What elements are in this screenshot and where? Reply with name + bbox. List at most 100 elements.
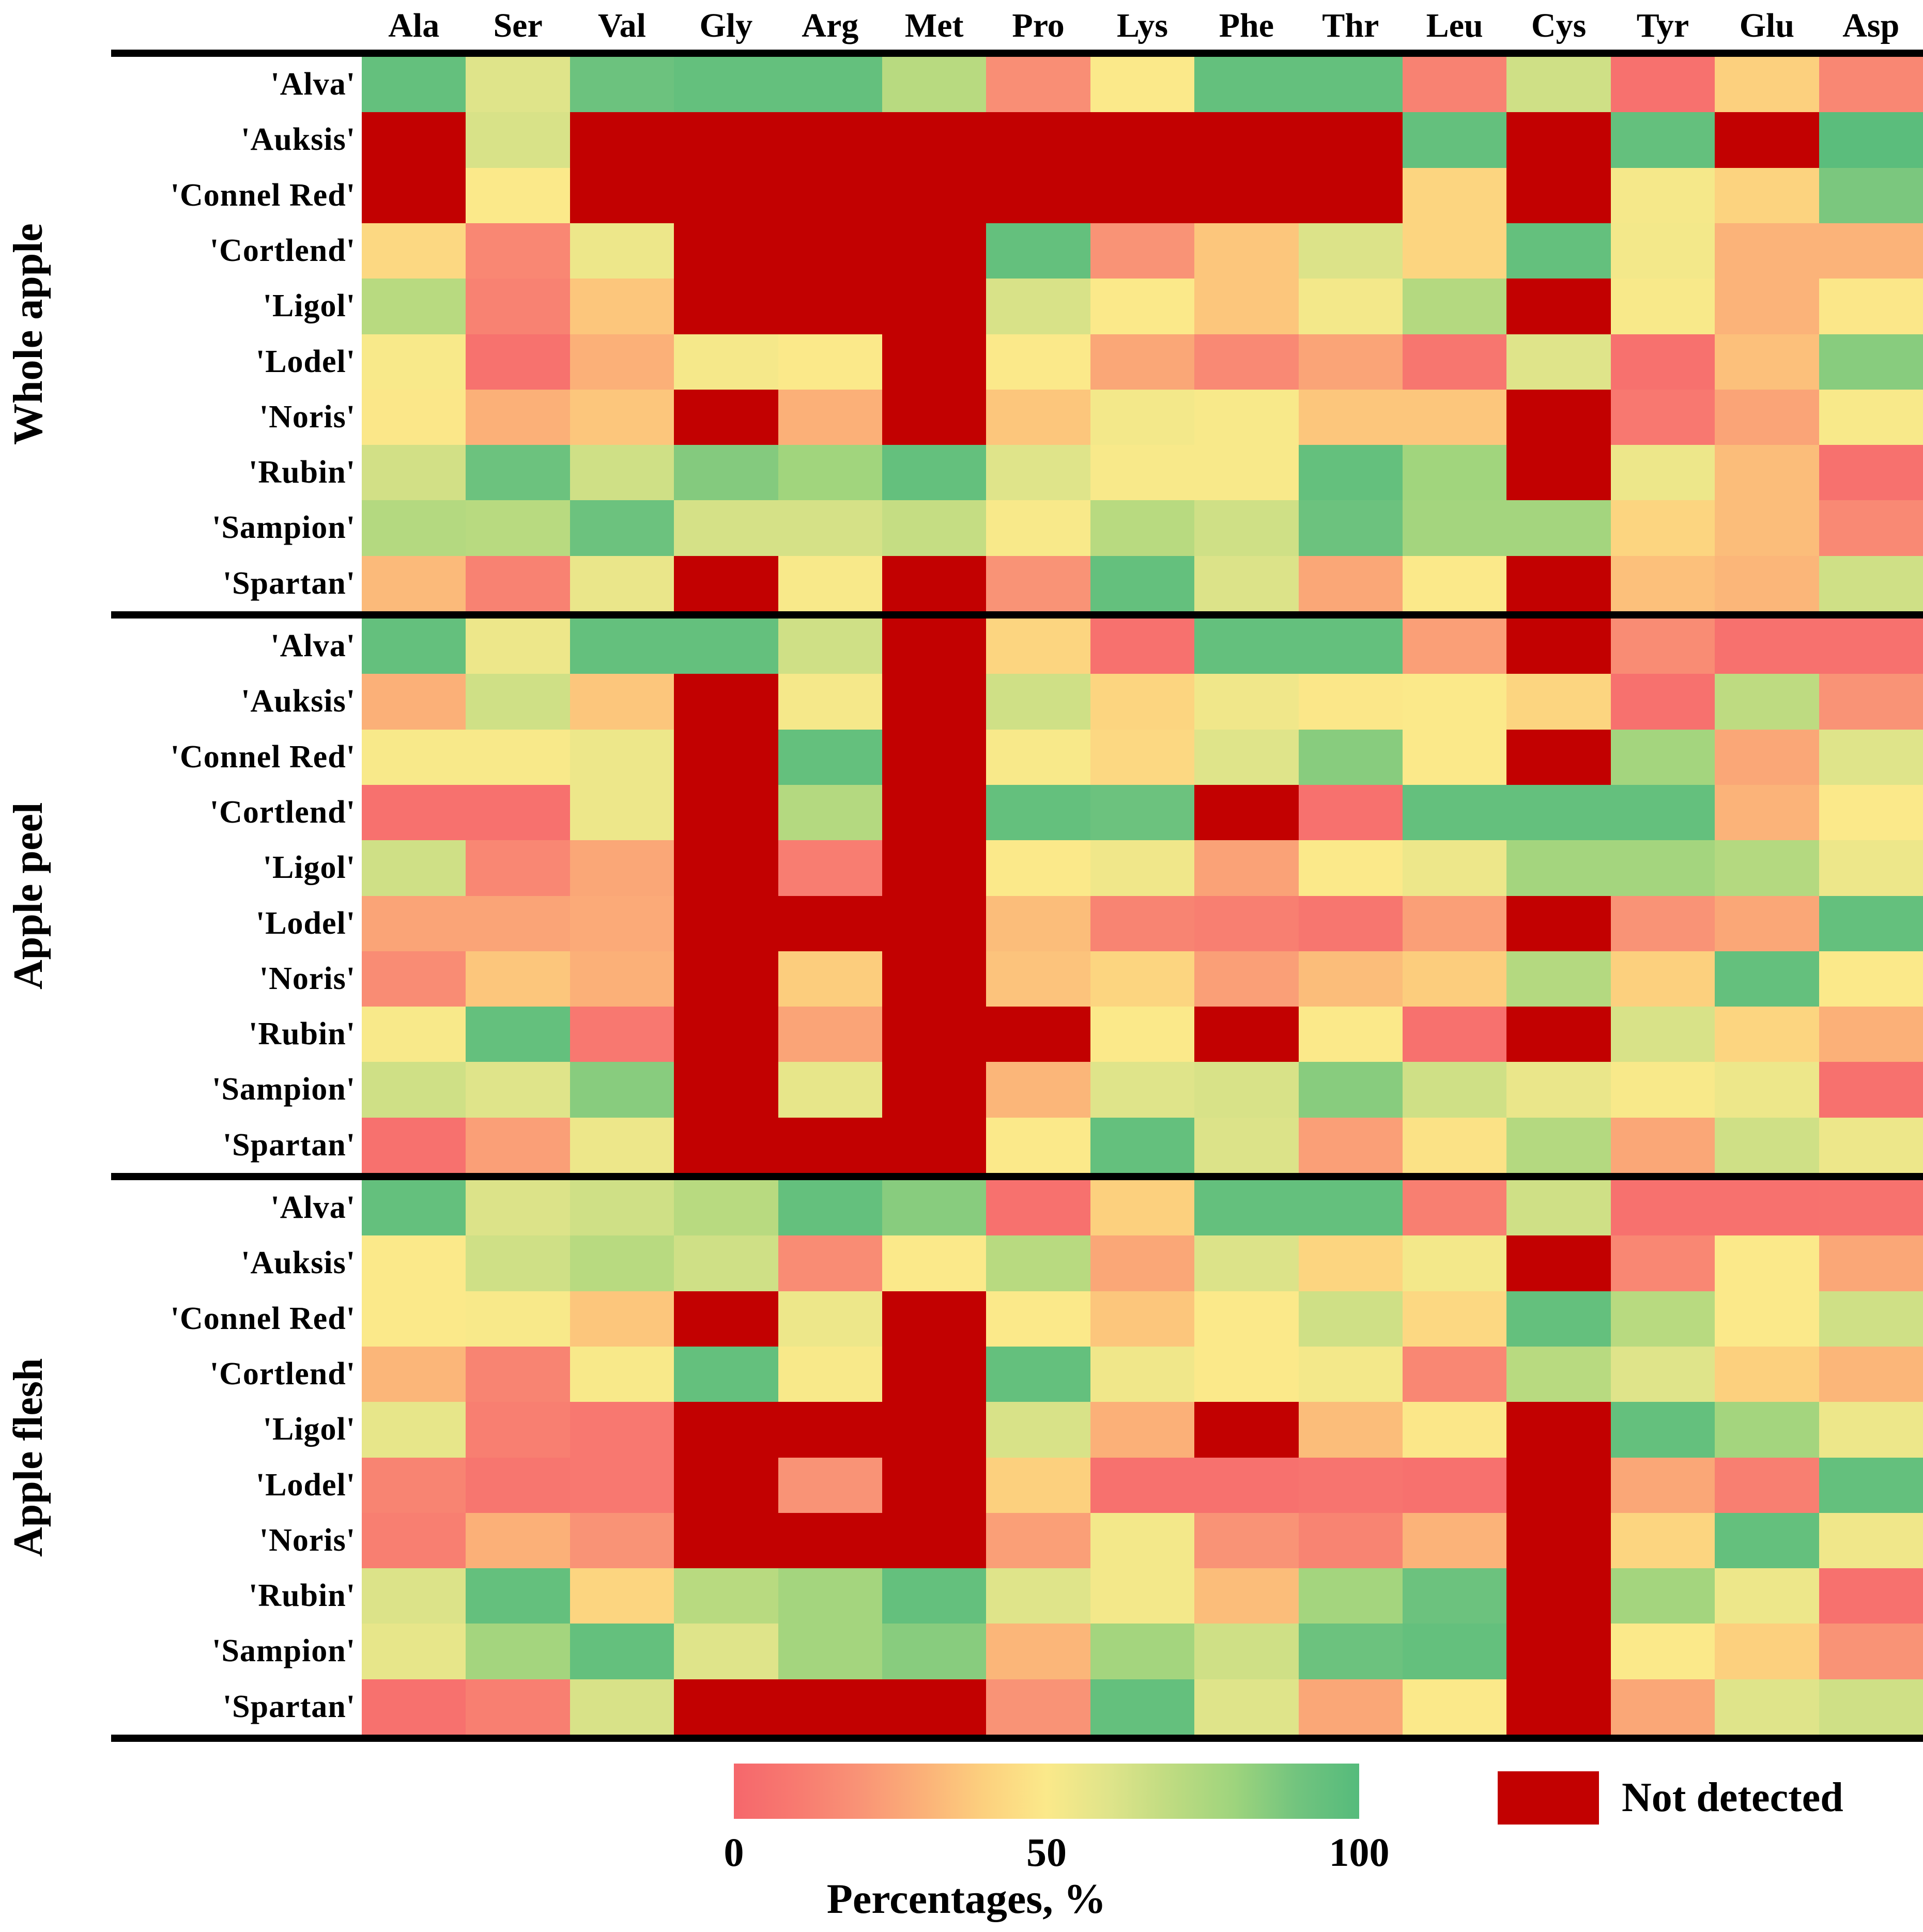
- heatmap-cell: [1090, 445, 1195, 501]
- heatmap-cell: [882, 57, 987, 113]
- heatmap-cell: [1403, 840, 1507, 896]
- row-label: 'Spartan': [222, 1127, 356, 1163]
- heatmap-cell: [1715, 619, 1820, 674]
- heatmap-cell: [778, 334, 883, 390]
- heatmap-cell: [778, 223, 883, 279]
- heatmap-cell: [1403, 1457, 1507, 1513]
- heatmap-cell: [1819, 1235, 1923, 1292]
- heatmap-cell: [1403, 57, 1507, 113]
- heatmap-cell: [1506, 729, 1611, 785]
- heatmap-cell: [778, 729, 883, 785]
- heatmap-cell: [1194, 1679, 1299, 1735]
- heatmap-cell: [1715, 167, 1820, 224]
- heatmap-cell: [1194, 555, 1299, 612]
- heatmap-cell: [1610, 1180, 1715, 1236]
- heatmap-cell: [882, 674, 987, 730]
- heatmap-cell: [1090, 1062, 1195, 1118]
- row-label: 'Connel Red': [170, 739, 356, 775]
- heatmap-cell: [1090, 1457, 1195, 1513]
- heatmap-cell: [570, 167, 674, 224]
- heatmap-cell: [674, 1007, 779, 1062]
- heatmap-cell: [674, 1235, 779, 1292]
- heatmap-cell: [1194, 840, 1299, 896]
- heatmap-cell: [570, 674, 674, 730]
- heatmap-cell: [882, 951, 987, 1007]
- heatmap-cell: [1715, 1624, 1820, 1680]
- heatmap-cell: [882, 112, 987, 168]
- heatmap-cell: [1403, 334, 1507, 390]
- row-label: 'Alva': [270, 628, 356, 663]
- heatmap-cell: [1403, 1568, 1507, 1624]
- heatmap-cell: [570, 223, 674, 279]
- heatmap-cell: [674, 112, 779, 168]
- row-label: 'Ligol': [263, 288, 356, 324]
- heatmap-cell: [1090, 555, 1195, 612]
- heatmap-cell: [1506, 1235, 1611, 1292]
- heatmap-cell: [986, 674, 1091, 730]
- heatmap-cell: [362, 445, 466, 501]
- col-header-Phe: Phe: [1219, 7, 1274, 44]
- heatmap-cell: [1610, 1346, 1715, 1402]
- heatmap-cell: [1715, 389, 1820, 445]
- row-label: 'Ligol': [263, 1412, 356, 1447]
- heatmap-cell: [1506, 389, 1611, 445]
- frame-line-top: [111, 50, 1923, 57]
- heatmap-cell: [1610, 1568, 1715, 1624]
- heatmap-cell: [1610, 279, 1715, 334]
- heatmap-cell: [1715, 1235, 1820, 1292]
- heatmap-cell: [1610, 334, 1715, 390]
- heatmap-cell: [570, 840, 674, 896]
- heatmap-cell: [570, 1568, 674, 1624]
- heatmap-cell: [674, 223, 779, 279]
- heatmap-cell: [1403, 951, 1507, 1007]
- heatmap-cell: [1610, 555, 1715, 612]
- col-header-Ala: Ala: [388, 7, 440, 44]
- heatmap-cell: [1298, 555, 1403, 612]
- heatmap-cell: [466, 951, 571, 1007]
- heatmap-cell: [1194, 500, 1299, 557]
- heatmap-cell: [1819, 1402, 1923, 1458]
- heatmap-cell: [1298, 1568, 1403, 1624]
- heatmap-cell: [466, 1679, 571, 1735]
- heatmap-cell: [1298, 1117, 1403, 1173]
- heatmap-cell: [1610, 840, 1715, 896]
- heatmap-cell: [778, 674, 883, 730]
- heatmap-cell: [986, 1679, 1091, 1735]
- row-label: 'Cortlend': [209, 233, 356, 268]
- heatmap-cell: [882, 1180, 987, 1236]
- row-label: 'Noris': [259, 961, 356, 996]
- heatmap-cell: [1506, 1180, 1611, 1236]
- heatmap-cell: [1715, 1402, 1820, 1458]
- heatmap-cell: [570, 1062, 674, 1118]
- heatmap-cell: [570, 1346, 674, 1402]
- heatmap-cell: [1715, 1180, 1820, 1236]
- row-label: 'Sampion': [212, 1072, 356, 1107]
- heatmap-cell: [986, 1180, 1091, 1236]
- row-label: 'Cortlend': [209, 1356, 356, 1392]
- heatmap-cell: [674, 1679, 779, 1735]
- heatmap-cell: [882, 619, 987, 674]
- heatmap-cell: [1715, 895, 1820, 952]
- heatmap-cell: [1090, 1291, 1195, 1347]
- heatmap-cell: [1715, 334, 1820, 390]
- heatmap-cell: [1090, 1568, 1195, 1624]
- col-header-Thr: Thr: [1322, 7, 1379, 44]
- heatmap-cell: [570, 895, 674, 952]
- heatmap-cell: [1194, 674, 1299, 730]
- heatmap-cell: [1715, 729, 1820, 785]
- heatmap-cell: [570, 1007, 674, 1062]
- heatmap-cell: [1819, 167, 1923, 224]
- heatmap-cell: [1819, 1007, 1923, 1062]
- not-detected-label: Not detected: [1622, 1775, 1843, 1820]
- heatmap-cell: [570, 57, 674, 113]
- heatmap-cell: [1715, 500, 1820, 557]
- heatmap-cell: [1403, 389, 1507, 445]
- heatmap-cell: [986, 1568, 1091, 1624]
- row-label: 'Rubin': [249, 1016, 356, 1052]
- heatmap-cell: [1194, 729, 1299, 785]
- heatmap-cell: [466, 334, 571, 390]
- heatmap-cell: [882, 729, 987, 785]
- heatmap-cell: [1610, 1062, 1715, 1118]
- heatmap-cell: [1819, 500, 1923, 557]
- heatmap-cell: [1403, 1679, 1507, 1735]
